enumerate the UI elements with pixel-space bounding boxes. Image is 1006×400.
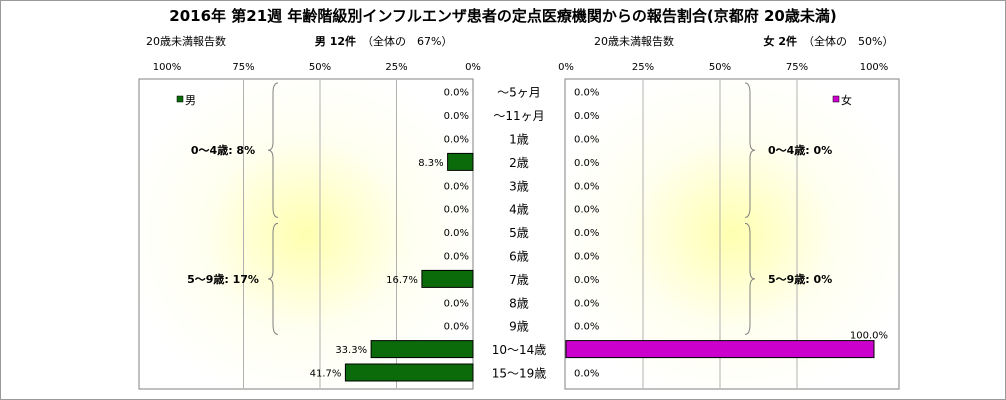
category-label: 2歳	[509, 156, 529, 170]
female-summary-share: （全体の 50%）	[803, 34, 893, 48]
male-group-brace	[267, 82, 279, 218]
male-data-label: 0.0%	[444, 135, 469, 146]
male-summary-share: （全体の 67%）	[362, 34, 452, 48]
male-data-label: 0.0%	[444, 322, 469, 333]
category-axis: ～5ヶ月 ～11ヶ月 1歳 2歳 3歳 4歳 5歳 6歳 7歳 8歳 9歳 10～14歳 15～19歳	[492, 86, 547, 381]
female-group-label: 0～4歳: 0%	[768, 143, 832, 157]
category-label: ～5ヶ月	[497, 86, 541, 100]
female-legend-swatch	[832, 95, 840, 103]
male-panel: 100% 75% 50% 25% 0% 0.0% 0.0% 0.0% 8.3% 0.0% 0.0%…	[138, 62, 481, 390]
category-label: 15～19歳	[492, 367, 547, 381]
category-label: 1歳	[509, 133, 529, 147]
male-legend-swatch	[176, 95, 184, 103]
male-data-label: 0.0%	[444, 252, 469, 263]
female-tick-label: 75%	[786, 62, 808, 73]
female-data-label: 0.0%	[574, 275, 599, 286]
category-label: 7歳	[509, 273, 529, 287]
male-group-brace	[267, 222, 279, 335]
female-data-label: 0.0%	[574, 181, 599, 192]
male-count-label: 20歳未満報告数	[146, 35, 226, 48]
male-bar	[421, 269, 474, 288]
female-data-label: 0.0%	[574, 135, 599, 146]
male-data-label: 0.0%	[444, 88, 469, 99]
female-plot-area	[564, 78, 900, 390]
category-label: 4歳	[509, 203, 529, 217]
female-bar	[565, 340, 875, 359]
female-legend-label: 女	[841, 93, 852, 107]
female-data-label: 0.0%	[574, 228, 599, 239]
male-bar	[344, 363, 474, 382]
male-data-label: 0.0%	[444, 181, 469, 192]
male-data-label: 0.0%	[444, 205, 469, 216]
female-data-label: 0.0%	[574, 88, 599, 99]
male-data-label: 0.0%	[444, 228, 469, 239]
male-data-label: 16.7%	[386, 275, 418, 286]
category-label: 5歳	[509, 226, 529, 240]
male-tick-label: 0%	[465, 62, 481, 73]
female-panel: 0% 25% 50% 75% 100% 0.0% 0.0% 0.0% 0.0% 0.0% 0.0%…	[558, 62, 900, 390]
category-label: 6歳	[509, 250, 529, 264]
female-tick-label: 100%	[860, 62, 889, 73]
category-label: 8歳	[509, 296, 529, 310]
male-group-label: 5～9歳: 17%	[187, 272, 259, 286]
male-tick-label: 100%	[153, 62, 182, 73]
male-summary-label: 男 12件	[315, 34, 356, 48]
female-tick-label: 50%	[709, 62, 731, 73]
female-data-label: 0.0%	[574, 205, 599, 216]
category-label: 3歳	[509, 179, 529, 193]
female-data-label: 0.0%	[574, 158, 599, 169]
female-group-brace	[744, 222, 756, 335]
male-tick-label: 75%	[232, 62, 254, 73]
female-count-label: 20歳未満報告数	[594, 35, 674, 48]
female-data-label: 0.0%	[574, 369, 599, 380]
chart-title: 2016年 第21週 年齢階級別インフルエンザ患者の定点医療機関からの報告割合(…	[169, 7, 836, 25]
male-group-label: 0～4歳: 8%	[191, 143, 255, 157]
male-plot-area	[138, 78, 474, 390]
male-tick-label: 25%	[385, 62, 407, 73]
male-data-label: 33.3%	[335, 345, 367, 356]
male-data-label: 0.0%	[444, 111, 469, 122]
female-summary-label: 女 2件	[764, 34, 797, 48]
female-data-label: 0.0%	[574, 111, 599, 122]
male-legend-label: 男	[185, 94, 196, 107]
male-data-label: 8.3%	[418, 158, 443, 169]
female-data-label: 0.0%	[574, 252, 599, 263]
female-data-label: 100.0%	[850, 331, 888, 342]
category-label: ～11ヶ月	[493, 109, 544, 123]
female-tick-label: 0%	[558, 62, 574, 73]
female-data-label: 0.0%	[574, 298, 599, 309]
category-label: 10～14歳	[492, 343, 547, 357]
female-group-brace	[744, 82, 756, 218]
female-data-label: 0.0%	[574, 322, 599, 333]
category-label: 9歳	[509, 320, 529, 334]
male-data-label: 0.0%	[444, 298, 469, 309]
male-bar	[370, 340, 474, 359]
female-group-label: 5～9歳: 0%	[768, 272, 832, 286]
male-data-label: 41.7%	[310, 369, 342, 380]
female-tick-label: 25%	[632, 62, 654, 73]
male-tick-label: 50%	[309, 62, 331, 73]
male-bar	[447, 152, 474, 171]
